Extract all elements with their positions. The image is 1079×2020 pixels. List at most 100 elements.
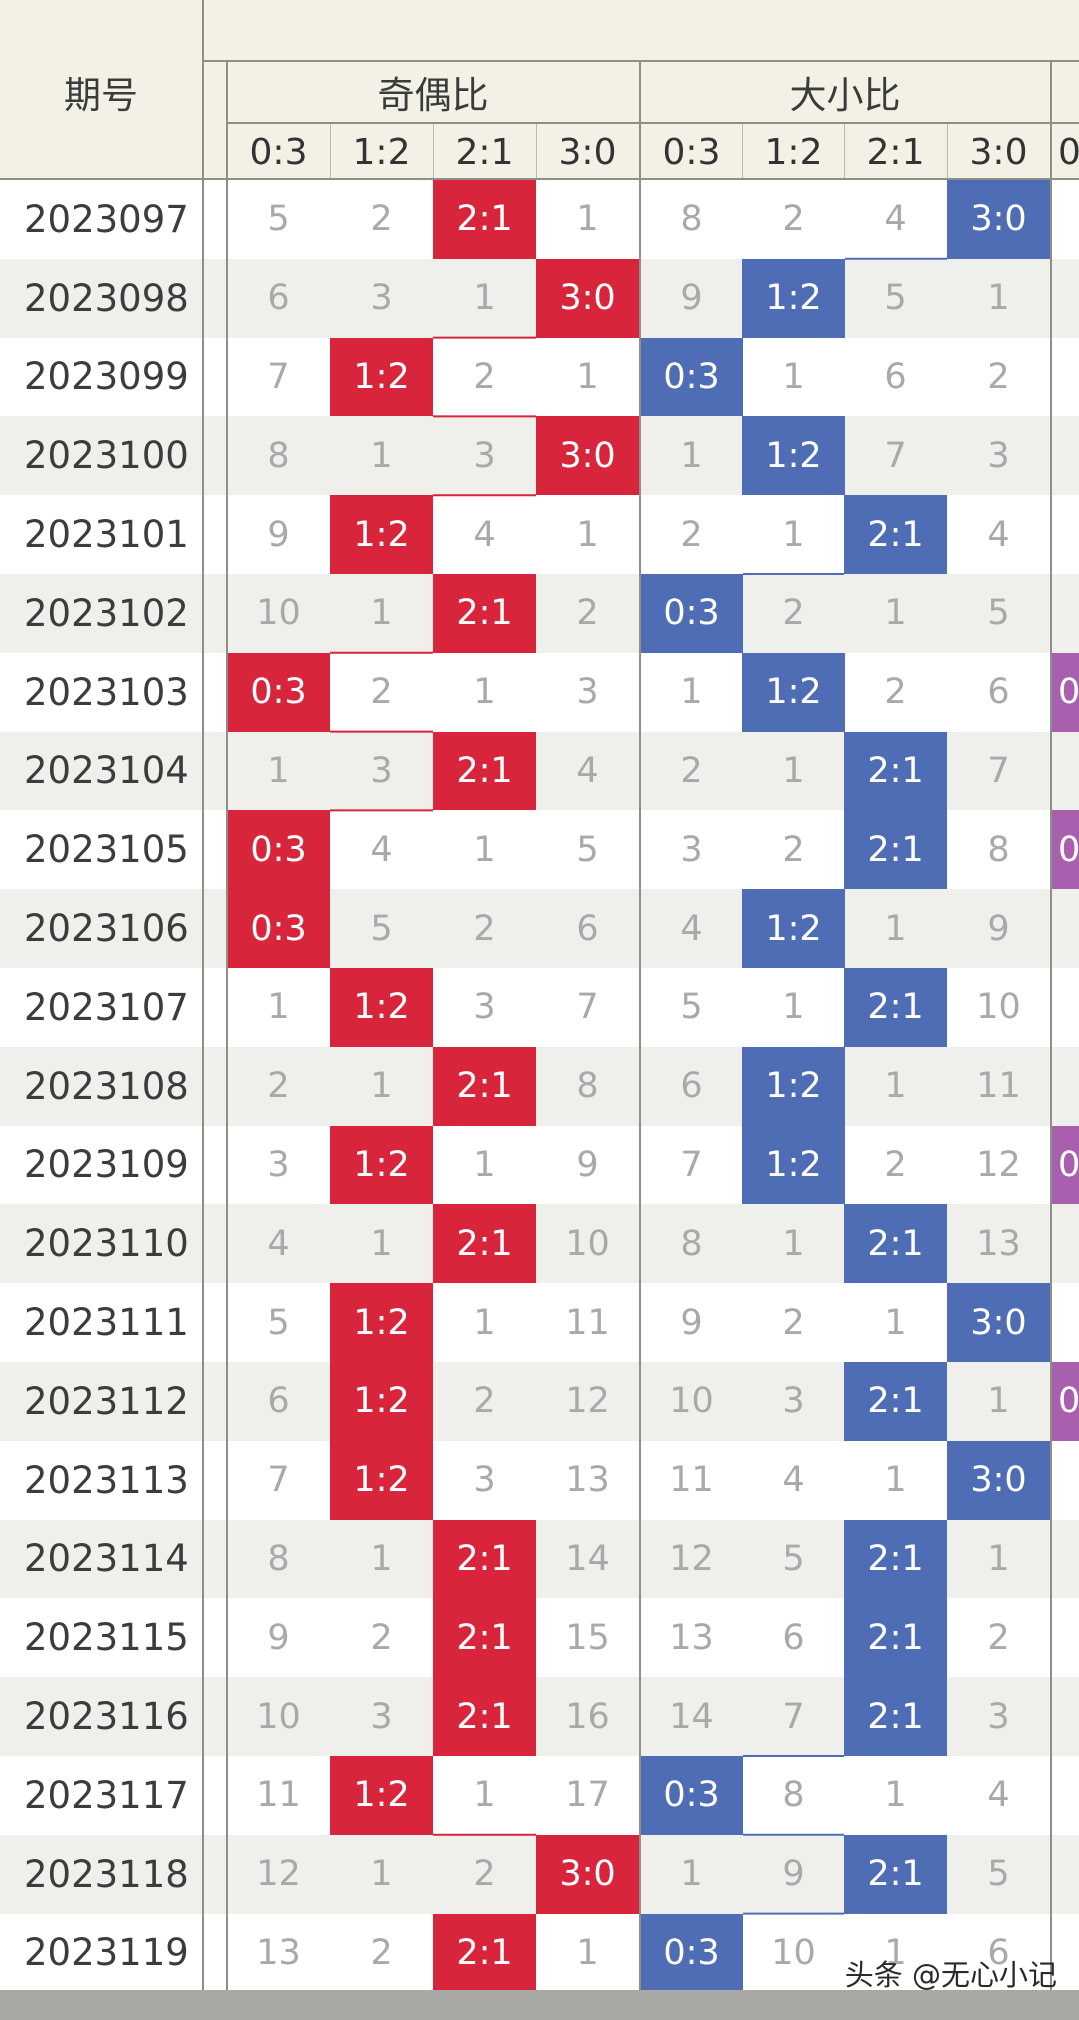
big-small-miss-count: 9: [782, 1854, 805, 1895]
odd-even-miss-count: 14: [565, 1538, 610, 1579]
big-small-hit-cell: 2:1: [844, 1677, 947, 1756]
odd-even-hit-cell: 0:3: [227, 889, 330, 968]
big-small-miss-count: 2: [884, 1144, 907, 1185]
odd-even-hit-cell: 2:1: [433, 731, 536, 811]
period-number: 2023106: [24, 907, 189, 951]
odd-even-miss-count: 10: [565, 1223, 610, 1264]
big-small-hit-cell: 2:1: [844, 1519, 947, 1599]
period-number: 2023107: [24, 985, 189, 1029]
period-number: 2023114: [24, 1537, 189, 1581]
odd-even-miss-count: 1: [370, 1066, 393, 1107]
odd-even-miss-count: 2: [267, 1066, 290, 1107]
odd-even-miss-count: 4: [473, 514, 496, 555]
big-small-miss-count: 14: [669, 1696, 714, 1737]
odd-even-miss-count: 1: [576, 1932, 599, 1973]
big-small-miss-count: 11: [669, 1460, 714, 1501]
group-header-bottom-line: [226, 122, 1079, 124]
big-small-miss-count: 2: [782, 829, 805, 870]
big-small-miss-count: 1: [987, 1538, 1010, 1579]
odd-even-miss-count: 9: [576, 1144, 599, 1185]
big-small-miss-count: 2: [782, 1302, 805, 1343]
odd-even-miss-count: 2: [576, 593, 599, 634]
subheader-divider-line: [330, 124, 331, 180]
big-small-miss-count: 4: [680, 908, 703, 949]
big-small-hit-cell: 1:2: [742, 1046, 845, 1126]
big-small-col-header: 2:1: [866, 131, 925, 173]
big-small-miss-count: 11: [976, 1066, 1021, 1107]
period-number: 2023103: [24, 670, 189, 714]
big-small-col-header: 3:0: [969, 131, 1028, 173]
header-background: [0, 0, 1079, 180]
big-small-miss-count: 4: [782, 1460, 805, 1501]
big-small-hit-cell: 1:2: [742, 258, 845, 338]
odd-even-miss-count: 2: [370, 672, 393, 713]
big-small-miss-count: 1: [782, 987, 805, 1028]
odd-even-col-header: 3:0: [558, 131, 617, 173]
odd-even-miss-count: 2: [473, 1854, 496, 1895]
odd-even-left-line: [226, 60, 228, 1993]
big-small-miss-count: 1: [782, 514, 805, 555]
big-small-miss-count: 1: [680, 672, 703, 713]
table-row: [0, 652, 1079, 733]
big-small-miss-count: 12: [669, 1538, 714, 1579]
period-number: 2023116: [24, 1695, 189, 1739]
big-small-miss-count: 5: [680, 987, 703, 1028]
bottom-scrollbar[interactable]: [0, 1990, 1079, 2020]
big-small-miss-count: 3: [987, 435, 1010, 476]
big-small-miss-count: 1: [680, 435, 703, 476]
odd-even-miss-count: 3: [576, 672, 599, 713]
period-number: 2023118: [24, 1852, 189, 1896]
odd-even-miss-count: 9: [267, 514, 290, 555]
subheader-divider-line: [947, 124, 948, 180]
big-small-miss-count: 5: [884, 278, 907, 319]
odd-even-miss-count: 13: [256, 1932, 301, 1973]
big-small-ratio-header: 大小比: [789, 74, 901, 117]
odd-even-miss-count: 9: [267, 1617, 290, 1658]
big-small-miss-count: 2: [782, 199, 805, 240]
odd-even-miss-count: 1: [370, 1223, 393, 1264]
big-small-miss-count: 6: [884, 356, 907, 397]
partial-col-header: 0: [1058, 131, 1079, 173]
period-number: 2023102: [24, 591, 189, 635]
odd-even-miss-count: 1: [370, 435, 393, 476]
big-small-miss-count: 9: [987, 908, 1010, 949]
table-row: [0, 574, 1079, 654]
odd-even-miss-count: 2: [473, 1381, 496, 1422]
odd-even-miss-count: 1: [473, 1775, 496, 1816]
period-divider-line: [202, 0, 204, 1993]
big-small-miss-count: 12: [976, 1144, 1021, 1185]
big-small-miss-count: 6: [680, 1066, 703, 1107]
odd-even-miss-count: 5: [370, 908, 393, 949]
odd-even-miss-count: 3: [370, 1696, 393, 1737]
big-small-hit-cell: 2:1: [844, 495, 947, 574]
odd-even-miss-count: 7: [267, 356, 290, 397]
table-row: [0, 1756, 1079, 1836]
big-small-hit-cell: 2:1: [844, 968, 947, 1047]
big-small-miss-count: 1: [884, 1302, 907, 1343]
big-small-miss-count: 1: [884, 1460, 907, 1501]
odd-even-hit-cell: 1:2: [330, 495, 433, 574]
big-small-hit-cell: 2:1: [844, 1834, 947, 1914]
big-small-miss-count: 2: [680, 750, 703, 791]
odd-even-miss-count: 1: [370, 1854, 393, 1895]
period-number: 2023117: [24, 1773, 189, 1817]
odd-even-hit-cell: 1:2: [330, 1125, 433, 1205]
odd-even-miss-count: 1: [576, 199, 599, 240]
period-number: 2023098: [24, 276, 189, 320]
big-small-miss-count: 8: [782, 1775, 805, 1816]
odd-even-hit-cell: 3:0: [536, 416, 639, 496]
odd-even-hit-cell: 1:2: [330, 968, 433, 1047]
big-small-hit-cell: 2:1: [844, 731, 947, 811]
odd-even-ratio-header: 奇偶比: [377, 74, 489, 117]
big-small-miss-count: 5: [782, 1538, 805, 1579]
big-small-miss-count: 2: [680, 514, 703, 555]
big-small-hit-cell: 3:0: [947, 1440, 1050, 1520]
big-small-miss-count: 5: [987, 1854, 1010, 1895]
odd-even-miss-count: 2: [473, 908, 496, 949]
odd-even-miss-count: 1: [473, 829, 496, 870]
big-small-miss-count: 2: [987, 356, 1010, 397]
subheader-divider-line: [433, 124, 434, 180]
odd-even-miss-count: 3: [370, 278, 393, 319]
big-small-miss-count: 6: [987, 1932, 1010, 1973]
big-small-miss-count: 7: [782, 1696, 805, 1737]
